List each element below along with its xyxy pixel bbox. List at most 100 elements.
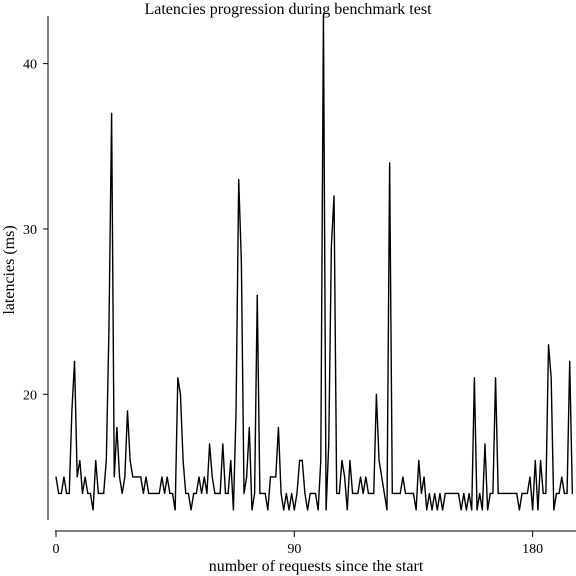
data-point xyxy=(273,476,274,477)
data-point xyxy=(251,509,252,510)
data-point xyxy=(275,476,276,477)
data-point xyxy=(405,493,406,494)
data-point xyxy=(270,476,271,477)
data-point xyxy=(455,493,456,494)
data-point xyxy=(556,493,557,494)
y-tick-label: 20 xyxy=(23,388,37,403)
data-point xyxy=(479,493,480,494)
latency-series-line xyxy=(56,14,572,510)
data-point xyxy=(410,493,411,494)
plot-area xyxy=(55,13,573,510)
data-point xyxy=(193,493,194,494)
x-tick-label: 90 xyxy=(287,542,301,557)
data-point xyxy=(286,493,287,494)
data-point xyxy=(243,493,244,494)
data-point xyxy=(214,493,215,494)
data-point xyxy=(246,476,247,477)
data-point xyxy=(378,460,379,461)
data-point xyxy=(442,509,443,510)
data-point xyxy=(339,493,340,494)
data-point xyxy=(336,493,337,494)
data-point xyxy=(145,476,146,477)
data-point xyxy=(106,460,107,461)
data-point xyxy=(416,509,417,510)
data-point xyxy=(235,410,236,411)
data-point xyxy=(135,476,136,477)
data-point xyxy=(423,476,424,477)
data-point xyxy=(524,493,525,494)
data-point xyxy=(341,460,342,461)
data-point xyxy=(392,493,393,494)
data-point xyxy=(172,493,173,494)
data-point xyxy=(233,509,234,510)
data-point xyxy=(503,493,504,494)
data-point xyxy=(82,493,83,494)
data-point xyxy=(453,493,454,494)
data-point xyxy=(143,493,144,494)
data-point xyxy=(302,460,303,461)
data-point xyxy=(132,476,133,477)
data-point xyxy=(85,476,86,477)
data-point xyxy=(461,509,462,510)
data-point xyxy=(127,410,128,411)
data-point xyxy=(222,443,223,444)
data-point xyxy=(413,493,414,494)
data-point xyxy=(201,493,202,494)
y-axis: 20 30 40 xyxy=(23,16,48,520)
data-point xyxy=(140,476,141,477)
data-point xyxy=(476,509,477,510)
data-point xyxy=(328,443,329,444)
data-point xyxy=(566,493,567,494)
data-point xyxy=(490,493,491,494)
data-point xyxy=(175,509,176,510)
data-point xyxy=(196,493,197,494)
data-point xyxy=(418,460,419,461)
data-point xyxy=(116,427,117,428)
data-point xyxy=(238,179,239,180)
data-point xyxy=(439,493,440,494)
data-point xyxy=(447,493,448,494)
data-point xyxy=(159,493,160,494)
data-point xyxy=(204,476,205,477)
data-point xyxy=(559,493,560,494)
data-point xyxy=(519,509,520,510)
data-point xyxy=(384,493,385,494)
data-point xyxy=(450,493,451,494)
data-point xyxy=(95,460,96,461)
data-point xyxy=(153,493,154,494)
data-point xyxy=(506,493,507,494)
data-point xyxy=(468,493,469,494)
data-point xyxy=(437,509,438,510)
data-point xyxy=(130,460,131,461)
data-point xyxy=(368,493,369,494)
data-point xyxy=(500,493,501,494)
data-point xyxy=(535,460,536,461)
data-point xyxy=(63,476,64,477)
data-point xyxy=(249,427,250,428)
data-point xyxy=(360,476,361,477)
data-point xyxy=(90,493,91,494)
data-point xyxy=(291,493,292,494)
data-point xyxy=(206,493,207,494)
data-point xyxy=(363,493,364,494)
data-point xyxy=(137,476,138,477)
data-point xyxy=(352,493,353,494)
data-point xyxy=(421,493,422,494)
data-point xyxy=(79,460,80,461)
data-point xyxy=(344,476,345,477)
data-point xyxy=(87,493,88,494)
data-point xyxy=(58,493,59,494)
data-point xyxy=(429,493,430,494)
data-point xyxy=(122,493,123,494)
data-point xyxy=(100,493,101,494)
data-point xyxy=(55,476,56,477)
data-point xyxy=(487,509,488,510)
data-point xyxy=(307,509,308,510)
data-point xyxy=(349,460,350,461)
data-point xyxy=(511,493,512,494)
data-point xyxy=(296,493,297,494)
data-point xyxy=(180,394,181,395)
data-point xyxy=(548,344,549,345)
data-point xyxy=(108,328,109,329)
